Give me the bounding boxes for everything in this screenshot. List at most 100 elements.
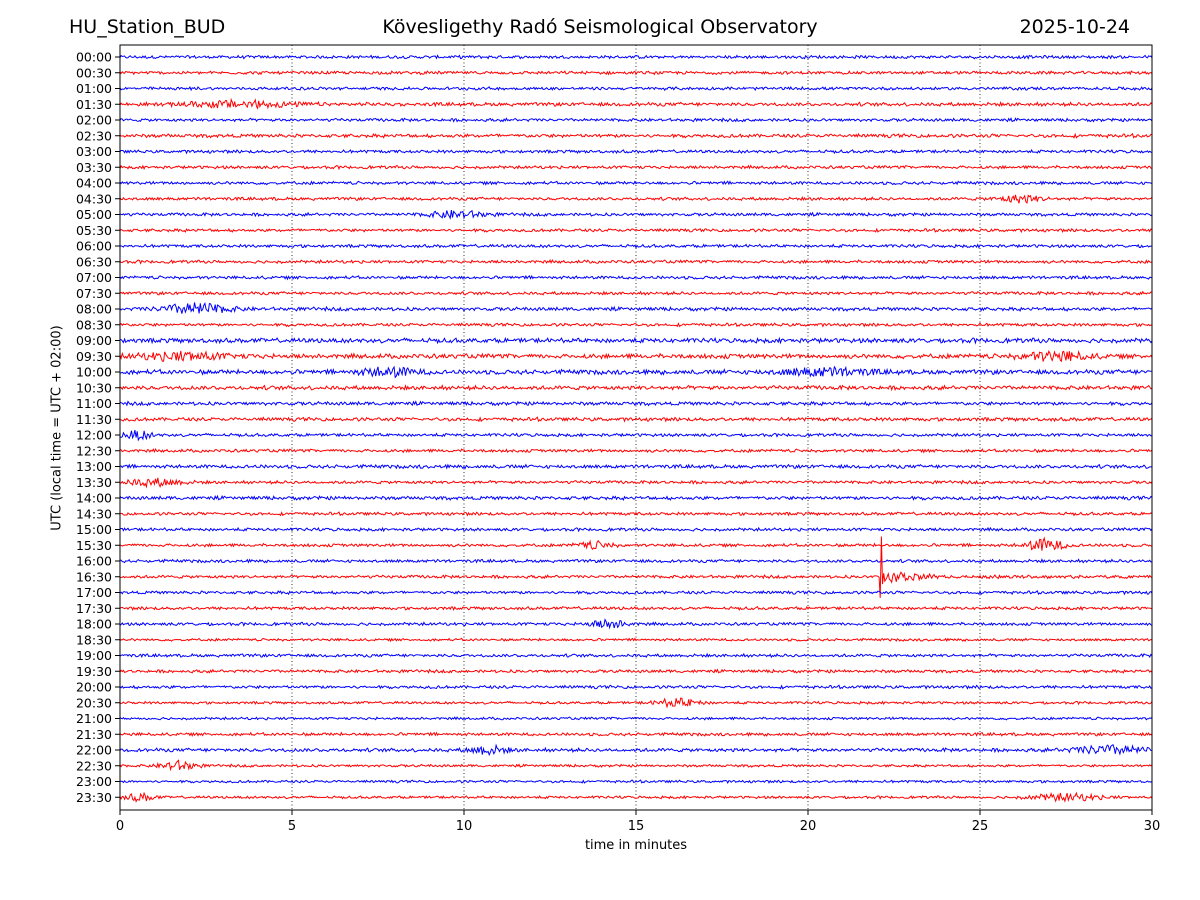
trace-1900 <box>119 652 1153 659</box>
y-tick-label: 15:30 <box>76 538 112 553</box>
trace-1600 <box>119 558 1153 564</box>
y-tick-label: 18:00 <box>76 617 112 632</box>
y-tick-label: 00:30 <box>76 65 112 80</box>
y-tick-label: 19:30 <box>76 664 112 679</box>
trace-0730 <box>119 290 1153 296</box>
station-name: HU_Station_BUD <box>69 16 226 38</box>
trace-1200 <box>119 429 1153 442</box>
y-tick-label: 06:30 <box>76 254 112 269</box>
trace-0400 <box>119 180 1153 186</box>
trace-0700 <box>119 274 1153 281</box>
trace-1230 <box>119 448 1153 454</box>
y-tick-label: 12:00 <box>76 428 112 443</box>
x-tick-label: 25 <box>972 819 989 834</box>
trace-1730 <box>119 605 1153 612</box>
y-tick-label: 17:30 <box>76 601 112 616</box>
y-tick-label: 20:30 <box>76 695 112 710</box>
x-tick-label: 15 <box>628 819 645 834</box>
trace-0330 <box>119 164 1153 171</box>
y-tick-label: 23:00 <box>76 774 112 789</box>
y-tick-label: 08:00 <box>76 302 112 317</box>
trace-0430 <box>119 194 1153 204</box>
trace-0800 <box>119 301 1153 314</box>
y-tick-label: 10:30 <box>76 380 112 395</box>
x-axis: 0 5 10 15 20 25 30 <box>116 810 1160 834</box>
trace-2230 <box>119 759 1153 772</box>
y-tick-label: 21:00 <box>76 711 112 726</box>
y-tick-label: 17:00 <box>76 585 112 600</box>
y-tick-label: 02:30 <box>76 128 112 143</box>
y-tick-label: 08:30 <box>76 317 112 332</box>
x-tick-label: 0 <box>116 819 124 834</box>
y-tick-label: 07:30 <box>76 286 112 301</box>
trace-2000 <box>119 684 1153 690</box>
y-tick-label: 14:30 <box>76 506 112 521</box>
trace-0500 <box>119 209 1153 220</box>
y-tick-label: 16:00 <box>76 554 112 569</box>
y-axis: 00:0000:3001:0001:3002:0002:3003:0003:30… <box>76 50 120 805</box>
trace-0030 <box>119 70 1153 76</box>
y-tick-label: 13:00 <box>76 459 112 474</box>
y-tick-label: 16:30 <box>76 569 112 584</box>
trace-1130 <box>119 416 1153 423</box>
trace-0130 <box>119 97 1153 110</box>
trace-2300 <box>119 779 1153 784</box>
trace-2030 <box>119 697 1153 709</box>
y-tick-label: 12:30 <box>76 443 112 458</box>
trace-1030 <box>119 384 1153 392</box>
x-tick-label: 10 <box>456 819 473 834</box>
trace-0830 <box>119 322 1153 328</box>
trace-0900 <box>120 336 1153 345</box>
trace-1430 <box>119 511 1153 517</box>
trace-1000 <box>119 365 1153 379</box>
y-tick-label: 04:30 <box>76 191 112 206</box>
trace-2100 <box>119 716 1153 721</box>
trace-1630 <box>119 536 1153 598</box>
y-tick-label: 09:30 <box>76 349 112 364</box>
x-tick-label: 5 <box>288 819 296 834</box>
y-tick-label: 05:00 <box>76 207 112 222</box>
y-tick-label: 00:00 <box>76 50 112 65</box>
y-tick-label: 11:30 <box>76 412 112 427</box>
y-tick-label: 23:30 <box>76 790 112 805</box>
chart-title: Kövesligethy Radó Seismological Observat… <box>382 16 818 38</box>
trace-0230 <box>119 132 1153 139</box>
trace-0630 <box>119 259 1152 265</box>
y-tick-label: 21:30 <box>76 727 112 742</box>
y-tick-label: 06:00 <box>76 239 112 254</box>
y-tick-label: 03:00 <box>76 144 112 159</box>
y-tick-label: 07:00 <box>76 270 112 285</box>
trace-0600 <box>119 243 1153 249</box>
y-tick-label: 05:30 <box>76 223 112 238</box>
y-tick-label: 19:00 <box>76 648 112 663</box>
y-tick-label: 10:00 <box>76 365 112 380</box>
y-tick-label: 13:30 <box>76 475 112 490</box>
y-tick-label: 22:30 <box>76 758 112 773</box>
trace-0530 <box>119 227 1153 234</box>
y-tick-label: 09:00 <box>76 333 112 348</box>
trace-1830 <box>119 637 1153 643</box>
trace-1330 <box>119 477 1153 489</box>
y-tick-label: 02:00 <box>76 113 112 128</box>
y-tick-label: 01:00 <box>76 81 112 96</box>
trace-1930 <box>119 668 1153 674</box>
trace-1700 <box>119 589 1153 596</box>
trace-1500 <box>119 526 1153 533</box>
trace-1530 <box>119 536 1153 551</box>
y-tick-label: 11:00 <box>76 396 112 411</box>
trace-2200 <box>119 743 1153 757</box>
y-axis-label: UTC (local time = UTC + 02:00) <box>49 325 65 531</box>
y-tick-label: 20:00 <box>76 680 112 695</box>
y-tick-label: 14:00 <box>76 491 112 506</box>
y-tick-label: 18:30 <box>76 632 112 647</box>
y-tick-label: 01:30 <box>76 97 112 112</box>
trace-0100 <box>119 85 1153 92</box>
y-tick-label: 15:00 <box>76 522 112 537</box>
x-tick-label: 20 <box>800 819 817 834</box>
date-label: 2025-10-24 <box>1019 16 1130 38</box>
y-tick-label: 22:00 <box>76 743 112 758</box>
y-tick-label: 03:30 <box>76 160 112 175</box>
seismogram-traces <box>119 54 1153 803</box>
trace-1300 <box>119 463 1153 470</box>
